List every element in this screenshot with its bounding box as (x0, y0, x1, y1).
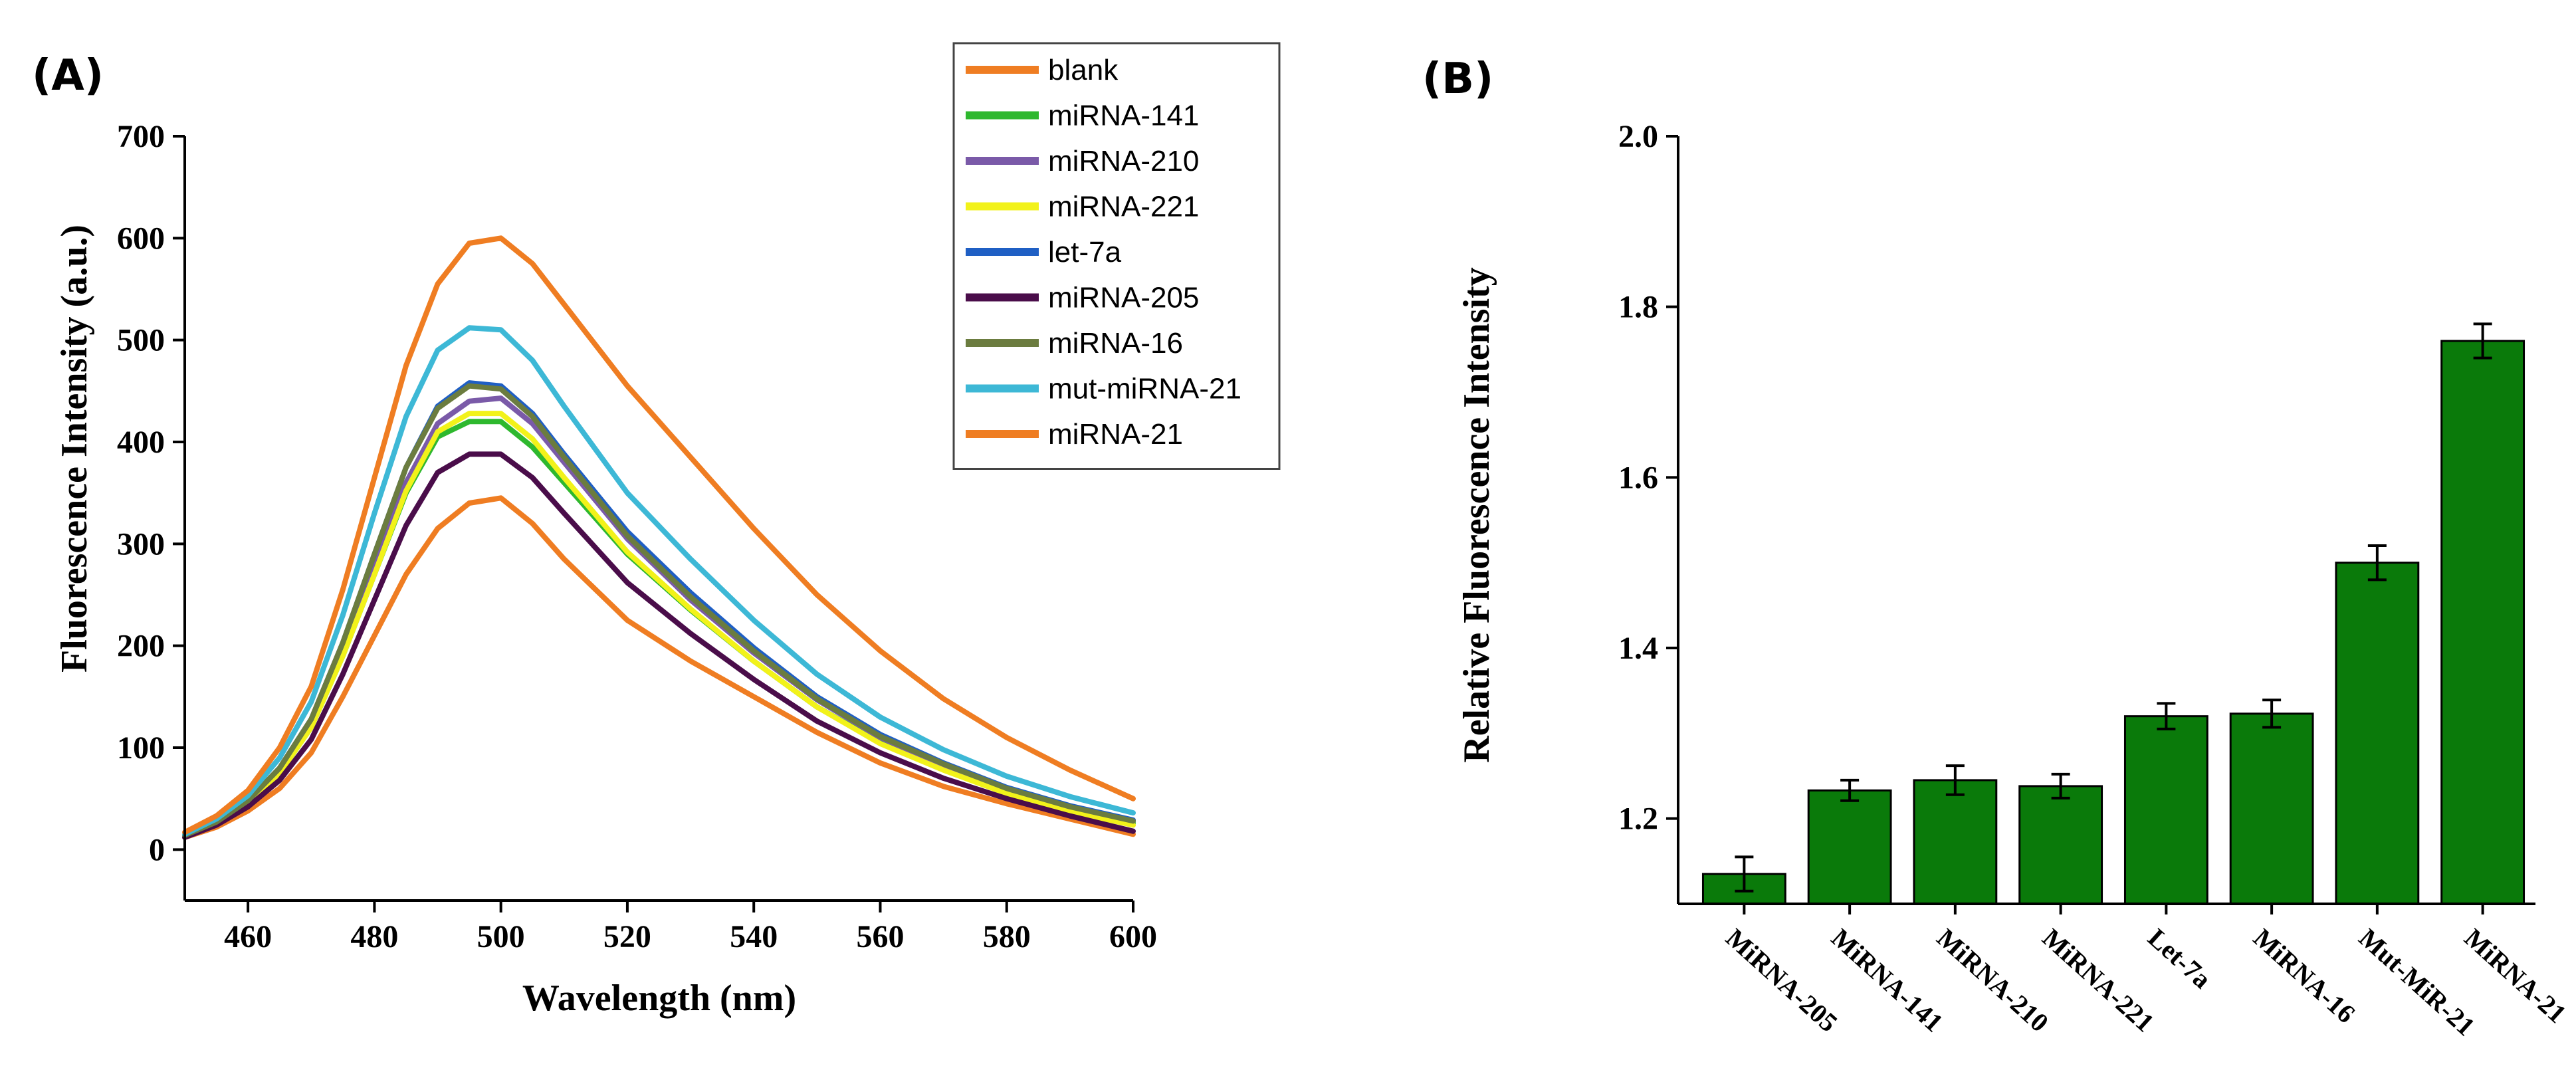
y-tick-label: 100 (117, 730, 165, 766)
series-line-0 (182, 495, 1136, 840)
legend-label: let-7a (1048, 236, 1122, 268)
bar (2229, 712, 2314, 905)
category-label: MiRNA-221 (2037, 922, 2160, 1037)
y-tick-label-b: 1.8 (1618, 290, 1658, 325)
y-tick-label: 200 (117, 629, 165, 664)
legend-label: miRNA-205 (1048, 282, 1199, 314)
legend-label: mut-miRNA-21 (1048, 373, 1241, 405)
x-tick-label: 560 (856, 919, 904, 954)
legend-label: miRNA-16 (1048, 327, 1183, 360)
bar (2335, 562, 2420, 905)
x-tick-label: 520 (603, 919, 651, 954)
category-label: MiRNA-205 (1720, 922, 1843, 1037)
bar (2018, 785, 2103, 905)
x-axis-title: Wavelength (nm) (522, 978, 796, 1019)
legend-label: blank (1048, 54, 1119, 86)
x-tick-label: 460 (224, 919, 272, 954)
y-tick-label-b: 1.4 (1618, 631, 1658, 666)
series-line-8 (182, 235, 1136, 835)
y-tick-label: 400 (117, 425, 165, 460)
series-line-5 (182, 451, 1136, 840)
category-label: MiRNA-21 (2459, 922, 2572, 1029)
category-label: MiRNA-16 (2248, 922, 2361, 1029)
panel-label-b: (B) (1422, 54, 1493, 104)
bar-chart-axes: 1.21.41.61.82.0MiRNA-205MiRNA-141MiRNA-2… (1618, 119, 2572, 1041)
panel-label-a: (A) (32, 51, 104, 100)
y-tick-label-b: 1.6 (1618, 460, 1658, 495)
x-tick-label: 600 (1109, 919, 1157, 954)
x-tick-label: 540 (730, 919, 778, 954)
x-tick-label: 480 (350, 919, 398, 954)
y-axis-title-b: Relative Fluorescence Intensity (1456, 267, 1497, 762)
y-tick-label: 700 (117, 119, 165, 154)
x-tick-label: 580 (983, 919, 1031, 954)
bar (2440, 340, 2525, 905)
category-label: Mut-MiR-21 (2353, 922, 2481, 1041)
legend-label: miRNA-210 (1048, 145, 1199, 177)
series-line-3 (182, 411, 1136, 839)
y-axis-title: Fluorescence Intensity (a.u.) (54, 225, 95, 673)
line-chart: 460 480 500 520 540 560 580 600 0 100 200 300 400 500… (54, 42, 1281, 1019)
series-line-1 (182, 419, 1136, 839)
category-label: MiRNA-210 (1931, 922, 2054, 1037)
line-series-group (182, 235, 1136, 840)
category-label: MiRNA-141 (1826, 922, 1949, 1037)
category-label: Let-7a (2142, 922, 2217, 994)
y-tick-label-b: 1.2 (1618, 802, 1658, 837)
legend-label: miRNA-221 (1048, 191, 1199, 223)
bar-chart: 1.21.41.61.82.0MiRNA-205MiRNA-141MiRNA-2… (1456, 119, 2572, 1041)
y-tick-label: 0 (149, 832, 165, 867)
legend-label: miRNA-141 (1048, 100, 1199, 132)
legend: blank miRNA-141 miRNA-210 miRNA-221 let-7a mi… (952, 42, 1281, 470)
bar (1913, 779, 1998, 905)
x-tick-label: 500 (477, 919, 525, 954)
y-tick-label: 300 (117, 526, 165, 562)
legend-label: miRNA-21 (1048, 418, 1183, 451)
bar (2123, 715, 2208, 905)
y-tick-label-b: 2.0 (1618, 119, 1658, 154)
bar (1807, 789, 1892, 905)
y-tick-label: 600 (117, 221, 165, 256)
series-line-7 (182, 325, 1136, 837)
bar-group (1701, 322, 2525, 905)
y-tick-label: 500 (117, 323, 165, 358)
series-line-6 (182, 383, 1136, 838)
line-chart-axes: 460 480 500 520 540 560 580 600 0 100 200 300 400 500… (117, 119, 1157, 954)
